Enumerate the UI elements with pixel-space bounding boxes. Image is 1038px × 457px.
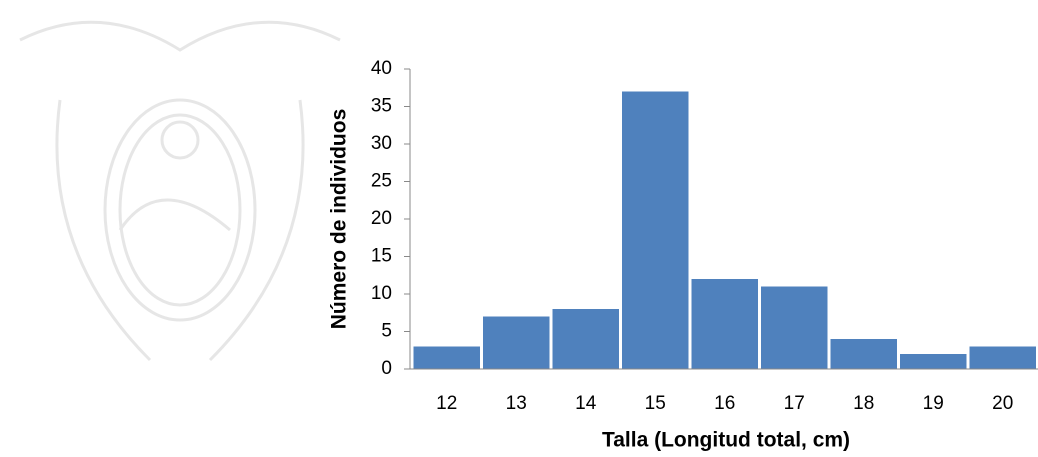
bar xyxy=(831,339,898,369)
x-tick-label: 13 xyxy=(506,393,527,414)
x-axis-title: Talla (Longitud total, cm) xyxy=(602,429,850,452)
y-tick-label: 15 xyxy=(371,246,392,267)
y-tick-label: 40 xyxy=(371,58,392,79)
x-tick-label: 16 xyxy=(714,393,735,414)
y-tick-label: 20 xyxy=(371,208,392,229)
y-tick-label: 35 xyxy=(371,96,392,117)
bar xyxy=(483,317,550,370)
x-tick-label: 19 xyxy=(923,393,944,414)
bar xyxy=(692,279,759,369)
bar xyxy=(622,92,689,370)
bar xyxy=(970,347,1037,370)
bar xyxy=(553,309,620,369)
x-tick-label: 18 xyxy=(853,393,874,414)
x-tick-label: 14 xyxy=(575,393,597,414)
x-tick-label: 15 xyxy=(645,393,666,414)
y-tick-label: 30 xyxy=(371,133,392,154)
x-tick-label: 20 xyxy=(992,393,1013,414)
bar xyxy=(900,354,967,369)
y-tick-label: 0 xyxy=(381,358,392,379)
bar xyxy=(414,347,481,370)
x-tick-label: 12 xyxy=(436,393,457,414)
chart: Número de individuos Talla (Longitud tot… xyxy=(0,0,1038,457)
y-tick-label: 25 xyxy=(371,171,392,192)
bar xyxy=(761,287,828,370)
page: Número de individuos Talla (Longitud tot… xyxy=(0,0,1038,457)
y-tick-label: 5 xyxy=(381,321,392,342)
x-tick-label: 17 xyxy=(784,393,805,414)
y-axis-title: Número de individuos xyxy=(328,109,351,330)
watermark xyxy=(20,22,340,360)
y-tick-label: 10 xyxy=(371,283,392,304)
